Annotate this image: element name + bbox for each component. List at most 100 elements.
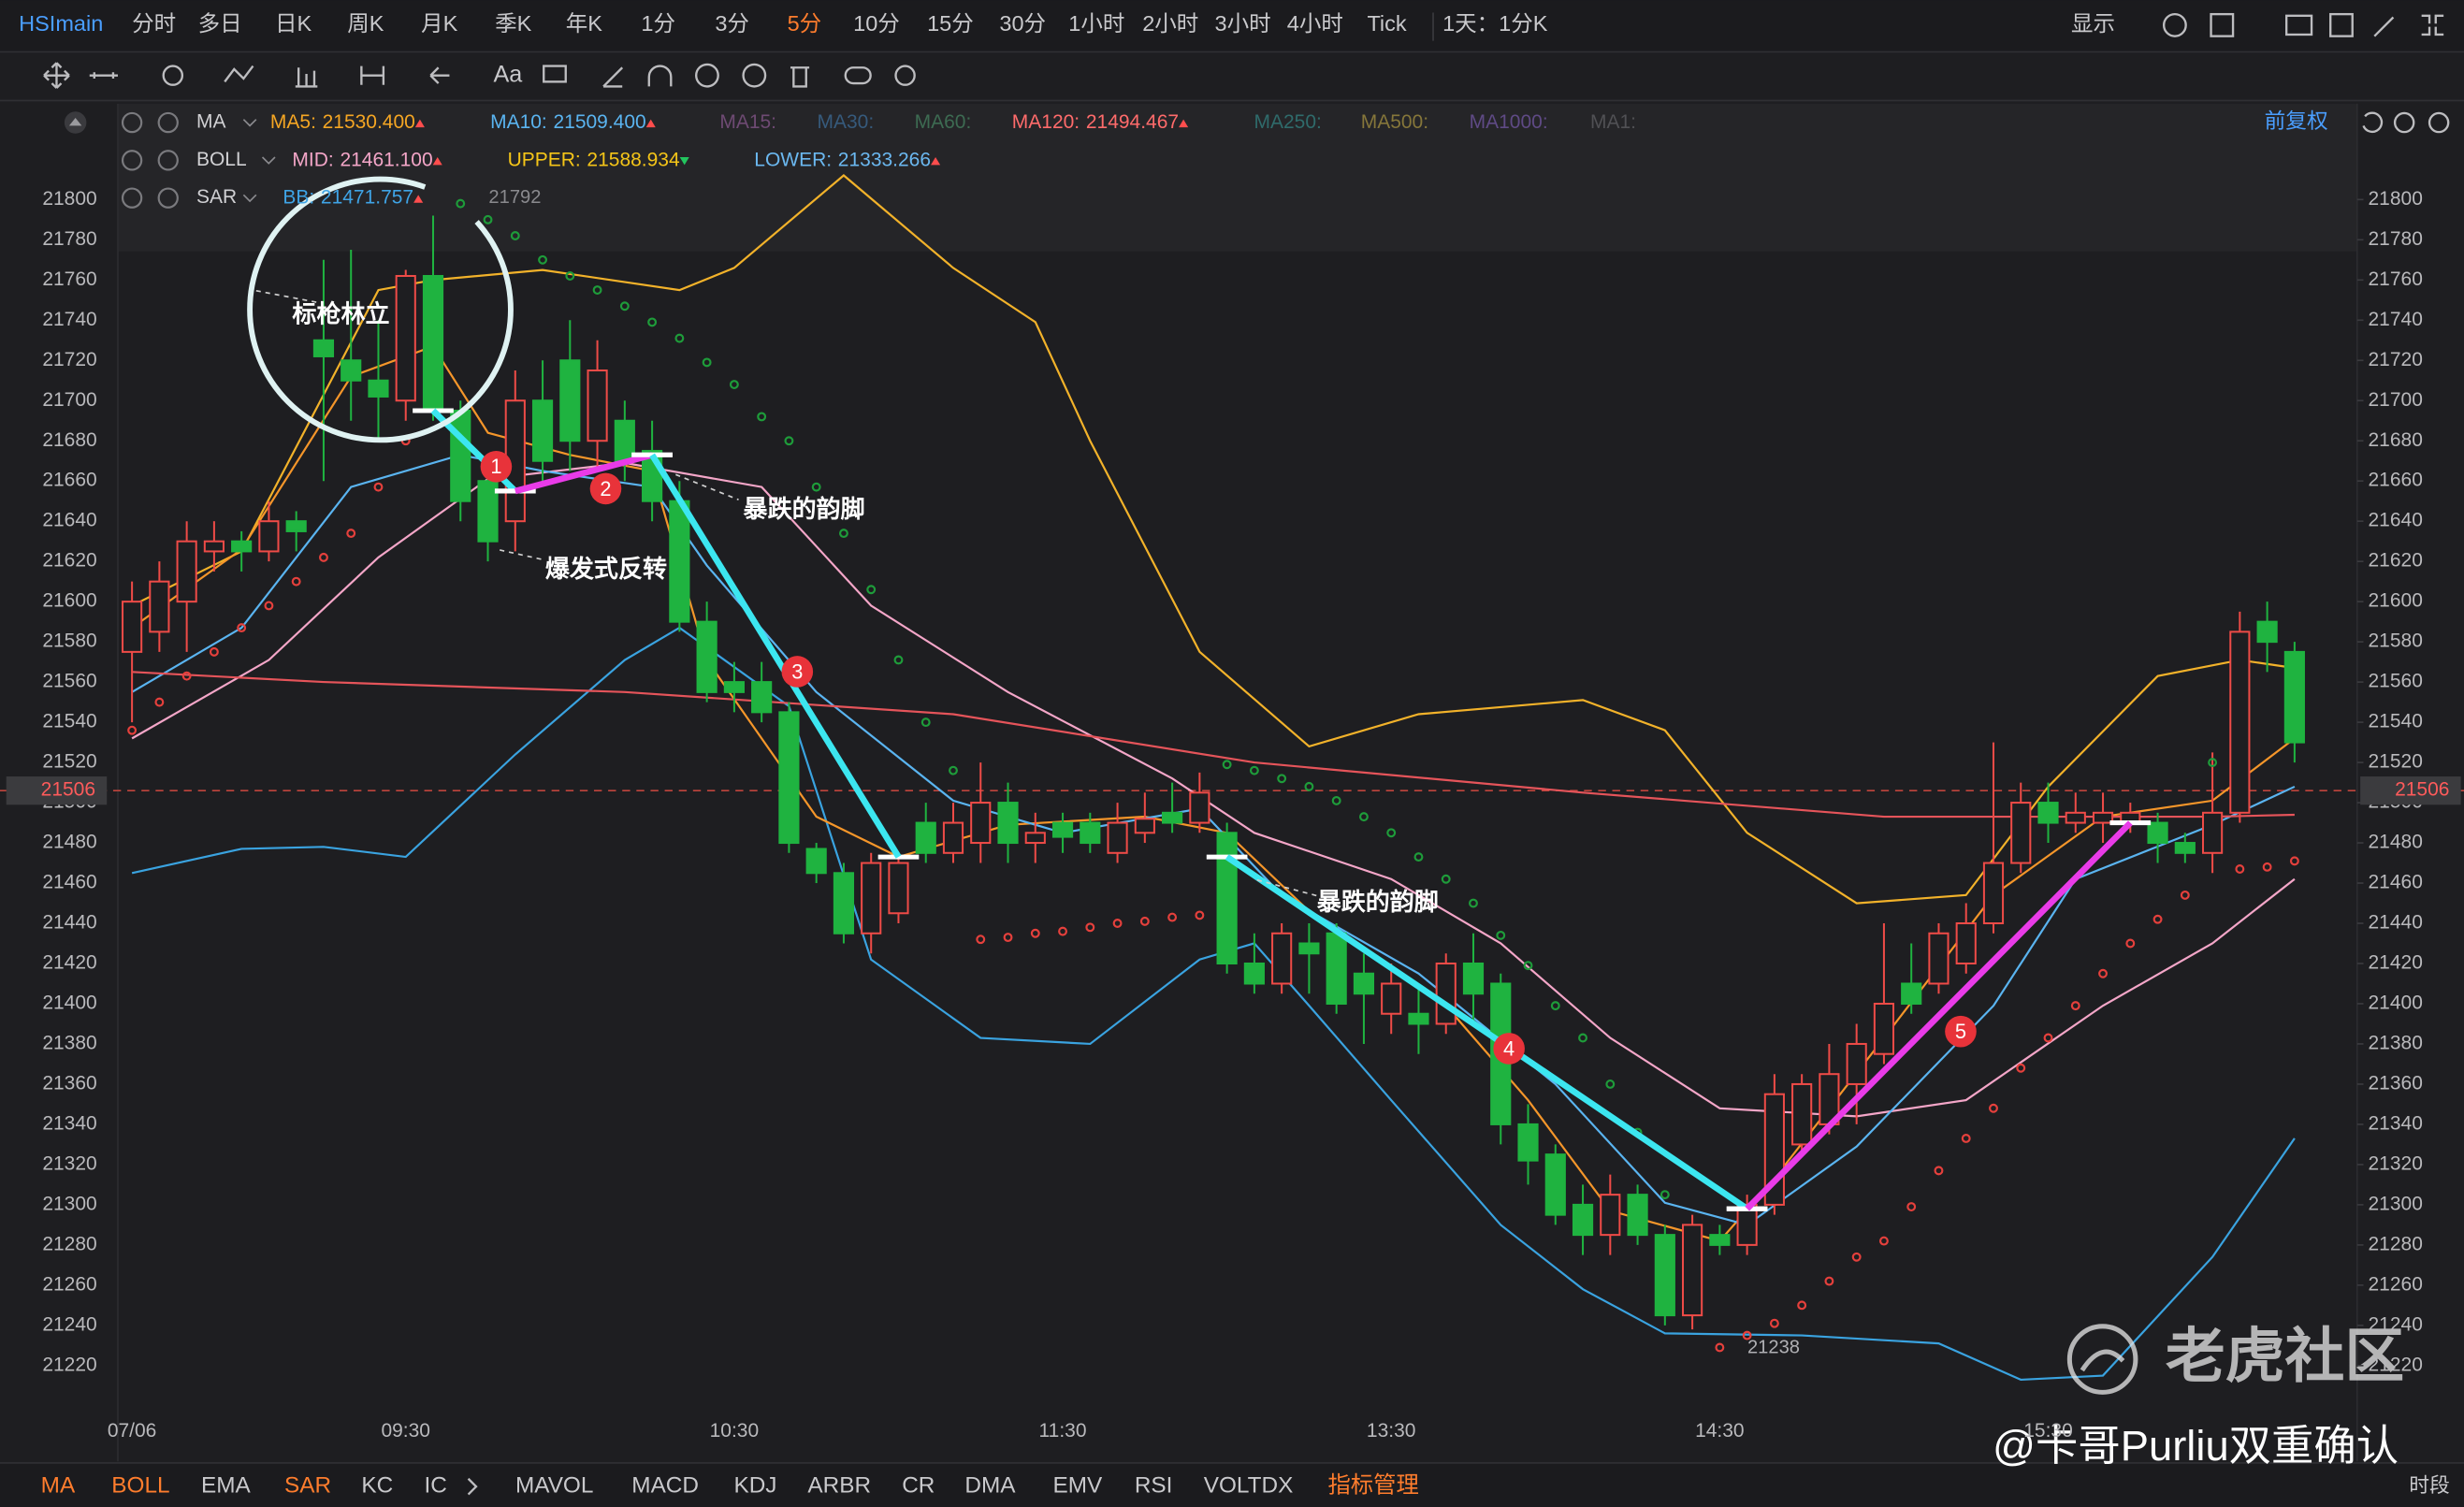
magnet-tool[interactable] [647, 65, 673, 87]
indicator-name[interactable]: BOLL [196, 149, 247, 170]
period-tab[interactable]: 3分 [715, 11, 749, 36]
indicator-number: 21471.757 [321, 186, 413, 208]
measure-tool[interactable] [360, 65, 385, 85]
period-tab[interactable]: 日K [275, 11, 312, 36]
period-tab[interactable]: 4小时 [1287, 11, 1343, 36]
indicator-tab[interactable]: MACD [631, 1473, 699, 1499]
period-tab[interactable]: 1分 [641, 11, 675, 36]
indicator-value: MA15: [719, 111, 776, 133]
camera-icon[interactable] [2285, 14, 2313, 36]
settings-icon[interactable] [121, 187, 143, 209]
settings-tool[interactable] [894, 65, 916, 86]
adjust-mode[interactable]: 前复权 [2265, 109, 2328, 133]
close-icon[interactable] [157, 150, 179, 171]
sar-dot [565, 271, 575, 281]
indicator-tab[interactable]: CR [902, 1473, 935, 1499]
indicator-tab[interactable]: SAR [284, 1473, 331, 1499]
edit-icon[interactable] [2329, 12, 2354, 37]
wave-tool[interactable] [224, 65, 254, 83]
close-icon[interactable] [157, 187, 179, 209]
sar-dot [2235, 864, 2245, 874]
zoom-in-icon[interactable] [2428, 111, 2450, 134]
sar-dot [1469, 898, 1478, 908]
indicator-tab[interactable]: EMA [201, 1473, 252, 1499]
period-tab[interactable]: 15分 [927, 11, 974, 36]
period-tab[interactable]: 3小时 [1215, 11, 1271, 36]
period-tab[interactable]: 2小时 [1142, 11, 1198, 36]
indicator-tab[interactable]: RSI [1135, 1473, 1173, 1499]
line-tool[interactable] [89, 72, 118, 80]
indicator-tab[interactable]: MA [41, 1473, 76, 1499]
y-tick-label: 21760 [42, 268, 96, 290]
period-tab[interactable]: 年K [566, 11, 602, 36]
x-tick-label: 09:30 [381, 1420, 430, 1442]
hide-tool[interactable] [694, 63, 719, 88]
pen-tool[interactable] [602, 66, 624, 88]
indicator-tab[interactable]: IC [425, 1473, 447, 1499]
indicator-tab[interactable]: MAVOL [515, 1473, 593, 1499]
note-tool[interactable] [543, 65, 567, 83]
candle-body [1024, 832, 1046, 845]
candle-body [450, 409, 471, 502]
indicator-tab[interactable]: BOLL [111, 1473, 169, 1499]
indicator-tab[interactable]: KDJ [733, 1473, 776, 1499]
indicator-number: 21494.467 [1086, 111, 1179, 133]
indicator-number: 21461.100 [340, 149, 432, 170]
indicator-tab[interactable]: VOLTDX [1204, 1473, 1294, 1499]
close-icon[interactable] [157, 111, 179, 134]
arrow-tool[interactable] [429, 66, 450, 84]
indicator-tab[interactable]: 指标管理 [1327, 1473, 1418, 1499]
candle-body [1134, 818, 1155, 834]
more-tabs[interactable] [467, 1477, 478, 1496]
shape-tool[interactable] [162, 65, 184, 86]
period-tab[interactable]: 周K [347, 11, 384, 36]
indicator-value: MA1: [1590, 111, 1636, 133]
delete-tool[interactable] [790, 66, 810, 88]
settings-icon[interactable] [2162, 12, 2187, 37]
sar-dot [1085, 922, 1095, 933]
sar-dot [1358, 812, 1369, 822]
period-tab[interactable]: 1小时 [1068, 11, 1124, 36]
settings-icon[interactable] [121, 111, 143, 134]
y-tick-label: 21420 [42, 952, 96, 974]
indicator-tab[interactable]: ARBR [807, 1473, 871, 1499]
symbol[interactable]: HSImain [19, 11, 103, 36]
trend-line [649, 453, 902, 859]
range-selector[interactable]: 1天：1分K [1442, 11, 1548, 36]
lock-tool[interactable] [742, 63, 767, 88]
y-tick-label: 21320 [42, 1152, 96, 1174]
candle-body [1162, 811, 1183, 824]
reset-icon[interactable] [2362, 111, 2384, 133]
candle-body [1271, 932, 1293, 985]
sar-dot [1277, 774, 1287, 784]
indicator-tab[interactable]: EMV [1052, 1473, 1103, 1499]
sar-dot [237, 623, 247, 633]
period-button[interactable]: 时段 [2409, 1473, 2450, 1497]
pen-icon[interactable] [2373, 16, 2395, 37]
candle-body [1107, 821, 1128, 854]
sar-dot [2125, 938, 2136, 949]
settings-icon[interactable] [121, 150, 143, 171]
period-tab[interactable]: 10分 [853, 11, 900, 36]
fullscreen-icon[interactable] [2421, 14, 2444, 36]
indicator-tab[interactable]: DMA [964, 1473, 1016, 1499]
text-tool[interactable]: Aa [493, 61, 523, 87]
candle-body [1353, 972, 1375, 995]
period-tab[interactable]: 5分 [788, 11, 822, 36]
period-tab[interactable]: Tick [1367, 11, 1406, 36]
indicator-name[interactable]: SAR [196, 186, 237, 208]
period-tab[interactable]: 月K [421, 11, 458, 36]
zoom-out-icon[interactable] [2393, 111, 2415, 134]
period-tab[interactable]: 30分 [999, 11, 1046, 36]
period-tab[interactable]: 季K [495, 11, 531, 36]
sar-dot [1660, 1190, 1670, 1200]
indicator-name[interactable]: MA [196, 111, 225, 133]
move-tool[interactable] [43, 62, 70, 89]
layout-icon[interactable] [2210, 12, 2235, 37]
period-tab[interactable]: 分时 [132, 11, 176, 36]
link-tool[interactable] [844, 66, 872, 85]
display-menu[interactable]: 显示 [2071, 11, 2115, 36]
fib-tool[interactable] [295, 67, 318, 88]
indicator-tab[interactable]: KC [361, 1473, 393, 1499]
period-tab[interactable]: 多日 [198, 11, 242, 36]
